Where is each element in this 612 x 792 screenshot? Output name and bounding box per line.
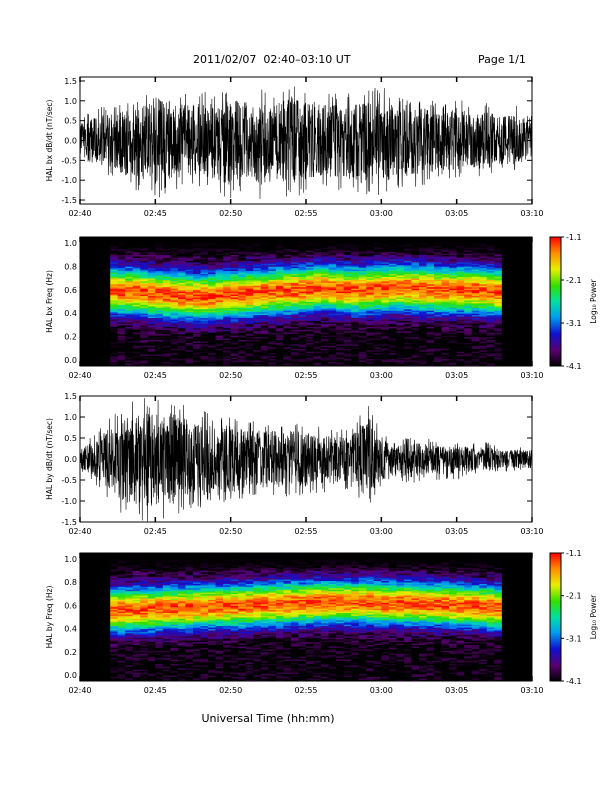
x-tick-label: 03:00 xyxy=(370,686,393,695)
x-tick-label: 03:10 xyxy=(520,371,543,380)
y-tick-label: 0.0 xyxy=(64,356,77,365)
y-tick-label: -1.5 xyxy=(61,518,77,527)
y-tick-label: 0.8 xyxy=(64,262,77,271)
x-tick-label: 03:00 xyxy=(370,527,393,536)
x-tick-label: 02:50 xyxy=(219,686,242,695)
y-axis-title: HAL by Freq (Hz) xyxy=(45,586,54,649)
y-tick-label: 0.2 xyxy=(64,333,77,342)
x-tick-label: 02:50 xyxy=(219,527,242,536)
colorbar: -1.1 -2.1 -3.1 -4.1 Log₁₀ Power xyxy=(549,549,598,686)
y-tick-label: 0.0 xyxy=(64,671,77,680)
heatmap-image xyxy=(80,553,532,681)
y-tick-label: 0.4 xyxy=(64,625,77,634)
y-tick-label: 0.6 xyxy=(64,286,77,295)
x-tick-label: 02:55 xyxy=(294,686,317,695)
x-tick-label: 03:10 xyxy=(520,209,543,218)
x-tick-label: 02:55 xyxy=(294,527,317,536)
x-tick-label: 03:00 xyxy=(370,371,393,380)
y-tick-label: 0.6 xyxy=(64,601,77,610)
colorbar-tick-label: -2.1 xyxy=(566,276,582,285)
colorbar-title: Log₁₀ Power xyxy=(589,594,598,639)
y-tick-label: 0.2 xyxy=(64,648,77,657)
chart-title: 2011/02/07 02:40–03:10 UT xyxy=(193,53,351,66)
x-tick-label: 02:55 xyxy=(294,371,317,380)
x-tick-label: 03:05 xyxy=(445,686,468,695)
y-tick-label: -0.5 xyxy=(61,476,77,485)
x-tick-label: 02:45 xyxy=(144,686,167,695)
x-tick-label: 03:10 xyxy=(520,527,543,536)
x-tick-label: 03:05 xyxy=(445,527,468,536)
x-tick-label: 02:40 xyxy=(68,686,91,695)
colorbar-tick-label: -4.1 xyxy=(566,362,582,371)
colorbar-tick-label: -1.1 xyxy=(566,549,582,558)
x-tick-label: 02:50 xyxy=(219,371,242,380)
y-tick-label: 0.0 xyxy=(64,137,77,146)
y-tick-label: 0.4 xyxy=(64,309,77,318)
series-line xyxy=(79,398,533,522)
x-tick-label: 02:45 xyxy=(144,371,167,380)
x-axis-title: Universal Time (hh:mm) xyxy=(202,712,335,725)
heatmap-image xyxy=(80,237,532,366)
y-tick-label: 1.5 xyxy=(64,77,77,86)
colorbar-gradient xyxy=(549,552,562,682)
y-tick-label: -1.0 xyxy=(61,497,77,506)
x-tick-label: 02:45 xyxy=(144,209,167,218)
series-line xyxy=(79,86,533,199)
y-tick-label: -1.5 xyxy=(61,196,77,205)
y-tick-label: 0.5 xyxy=(64,434,77,443)
x-tick-label: 03:05 xyxy=(445,371,468,380)
colorbar-title: Log₁₀ Power xyxy=(589,278,598,323)
y-tick-label: 1.5 xyxy=(64,392,77,401)
x-tick-label: 02:40 xyxy=(68,209,91,218)
colorbar-gradient xyxy=(549,236,562,367)
y-axis-title: HAL bx dB/dt (nT/sec) xyxy=(45,100,54,182)
colorbar-tick-label: -3.1 xyxy=(566,319,582,328)
colorbar-tick-label: -2.1 xyxy=(566,592,582,601)
panel-3: 02:40 02:45 02:50 02:55 03:00 03:05 03:10 -1.5 -… xyxy=(45,392,544,536)
page-indicator: Page 1/1 xyxy=(478,53,526,66)
x-tick-label: 02:55 xyxy=(294,209,317,218)
y-tick-label: 1.0 xyxy=(64,239,77,248)
colorbar: -1.1 -2.1 -3.1 -4.1 Log₁₀ Power xyxy=(549,233,598,371)
x-tick-label: 02:50 xyxy=(219,209,242,218)
y-tick-label: 0.5 xyxy=(64,117,77,126)
y-tick-label: -0.5 xyxy=(61,156,77,165)
y-tick-label: 1.0 xyxy=(64,97,77,106)
x-tick-label: 02:45 xyxy=(144,527,167,536)
panel-2: 02:40 02:45 02:50 02:55 03:00 03:05 03:10 0.0 0.… xyxy=(45,236,544,380)
y-tick-label: -1.0 xyxy=(61,176,77,185)
y-tick-label: 1.0 xyxy=(64,413,77,422)
y-axis-title: HAL by dB/dt (nT/sec) xyxy=(45,418,54,500)
y-tick-label: 0.0 xyxy=(64,455,77,464)
x-tick-label: 02:40 xyxy=(68,527,91,536)
x-tick-label: 02:40 xyxy=(68,371,91,380)
panels-layer: 02:40 02:45 02:50 02:55 03:00 03:05 03:10 -1.5 -… xyxy=(45,76,544,695)
y-tick-label: 1.0 xyxy=(64,555,77,564)
colorbar-tick-label: -1.1 xyxy=(566,233,582,242)
colorbar-tick-label: -3.1 xyxy=(566,634,582,643)
colorbar-tick-label: -4.1 xyxy=(566,677,582,686)
panel-1: 02:40 02:45 02:50 02:55 03:00 03:05 03:10 -1.5 -… xyxy=(45,76,544,218)
y-tick-label: 0.8 xyxy=(64,578,77,587)
x-tick-label: 03:00 xyxy=(370,209,393,218)
panel-4: 02:40 02:45 02:50 02:55 03:00 03:05 03:10 0.0 0.… xyxy=(45,552,544,695)
x-tick-label: 03:05 xyxy=(445,209,468,218)
x-tick-label: 03:10 xyxy=(520,686,543,695)
y-axis-title: HAL bx Freq (Hz) xyxy=(45,270,54,333)
